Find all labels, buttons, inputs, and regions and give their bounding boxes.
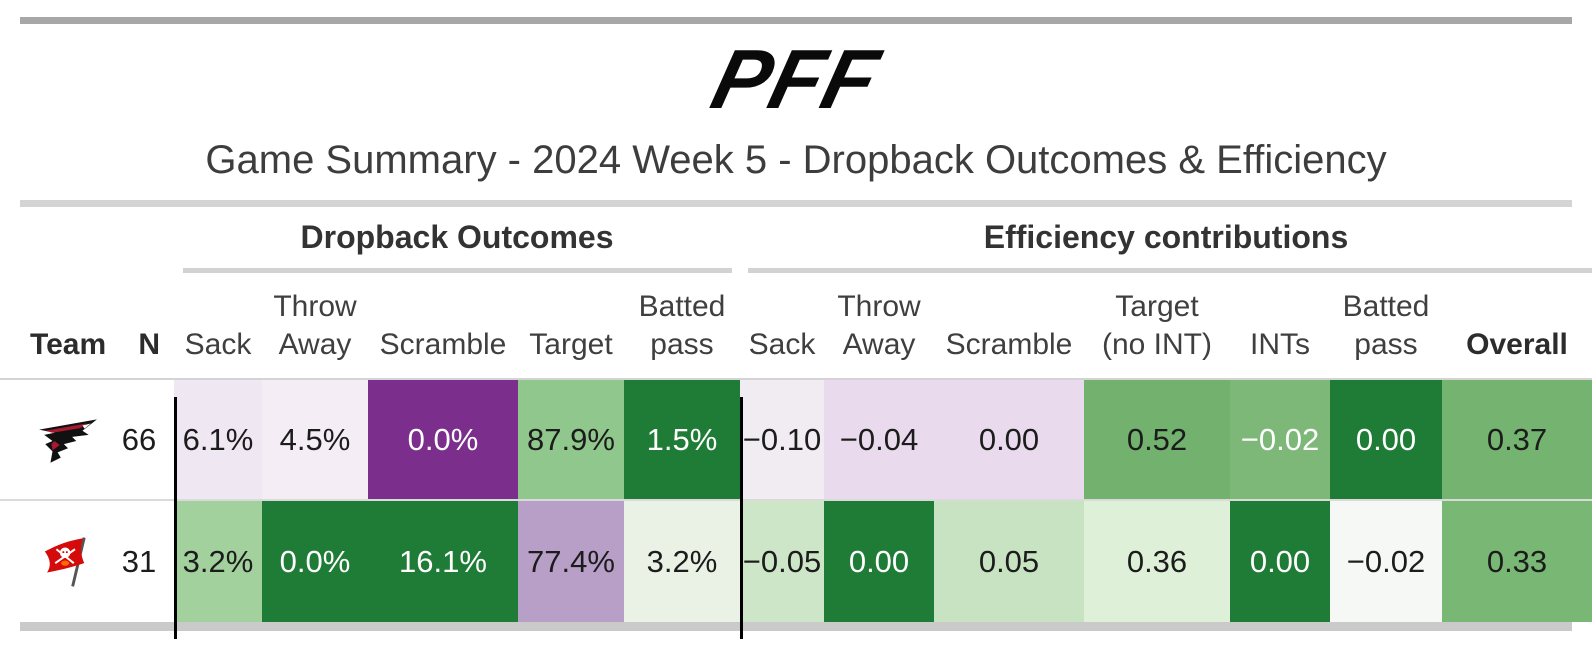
buccaneers-target-pct-cell: 77.4%: [518, 501, 624, 622]
buccaneers-eff-target-no-int-cell: 0.36: [1084, 501, 1230, 622]
section-divider-line-left: [174, 397, 177, 639]
col-header-eff-throw-away: Throw Away: [824, 273, 934, 380]
col-header-target-pct: Target: [518, 273, 624, 380]
falcons-eff-target-no-int-cell: 0.52: [1084, 380, 1230, 501]
falcons-team-cell: [0, 380, 118, 501]
buccaneers-logo-icon: [44, 536, 86, 587]
falcons-n-cell: 66: [118, 380, 174, 501]
falcons-target-pct-cell: 87.9%: [518, 380, 624, 501]
buccaneers-eff-batted-pass-cell: −0.02: [1330, 501, 1442, 622]
falcons-batted-pass-pct-cell: 1.5%: [624, 380, 740, 501]
table-header-row: Team N Sack Throw Away Scramble Target B…: [0, 273, 1592, 380]
group-dropback-outcomes: Dropback Outcomes: [174, 207, 740, 273]
buccaneers-overall-cell: 0.33: [1442, 501, 1592, 622]
falcons-eff-throw-away-cell: −0.04: [824, 380, 934, 501]
col-header-eff-batted-pass: Batted pass: [1330, 273, 1442, 380]
group-label-efficiency-contributions: Efficiency contributions: [983, 219, 1349, 255]
table-row-falcons: 66 6.1% 4.5% 0.0% 87.9% 1.5% −0.10 −0.04…: [0, 380, 1592, 501]
col-header-eff-target-no-int: Target (no INT): [1084, 273, 1230, 380]
title-divider: [20, 200, 1572, 207]
col-header-eff-scramble: Scramble: [934, 273, 1084, 380]
column-group-row: Dropback Outcomes Efficiency contributio…: [0, 207, 1592, 273]
buccaneers-sack-pct-cell: 3.2%: [174, 501, 262, 622]
col-header-eff-ints: INTs: [1230, 273, 1330, 380]
falcons-overall-cell: 0.37: [1442, 380, 1592, 501]
col-header-n: N: [118, 273, 174, 380]
buccaneers-n-cell: 31: [118, 501, 174, 622]
col-header-throw-away-pct: Throw Away: [262, 273, 368, 380]
buccaneers-eff-throw-away-cell: 0.00: [824, 501, 934, 622]
group-label-dropback-outcomes: Dropback Outcomes: [300, 219, 614, 255]
falcons-sack-pct-cell: 6.1%: [174, 380, 262, 501]
page-title: Game Summary - 2024 Week 5 - Dropback Ou…: [205, 138, 1387, 182]
spanner-spacer: [0, 207, 174, 273]
col-header-team: Team: [0, 273, 118, 380]
group-underline-left: [183, 268, 732, 273]
buccaneers-eff-sack-cell: −0.05: [740, 501, 824, 622]
top-divider-bar: [20, 17, 1572, 24]
col-header-overall: Overall: [1442, 273, 1592, 380]
pff-game-summary-graphic: PFF Game Summary - 2024 Week 5 - Dropbac…: [0, 17, 1592, 663]
falcons-eff-scramble-cell: 0.00: [934, 380, 1084, 501]
falcons-scramble-pct-cell: 0.0%: [368, 380, 518, 501]
group-underline-right: [748, 268, 1592, 273]
buccaneers-throw-away-pct-cell: 0.0%: [262, 501, 368, 622]
col-header-eff-sack: Sack: [740, 273, 824, 380]
buccaneers-batted-pass-pct-cell: 3.2%: [624, 501, 740, 622]
falcons-eff-ints-cell: −0.02: [1230, 380, 1330, 501]
section-divider-line-middle: [740, 397, 743, 639]
falcons-logo-icon: [39, 418, 97, 463]
table-row-buccaneers: 31 3.2% 0.0% 16.1% 77.4% 3.2% −0.05 0.00…: [0, 501, 1592, 622]
col-header-sack-pct: Sack: [174, 273, 262, 380]
group-efficiency-contributions: Efficiency contributions: [740, 207, 1592, 273]
pff-logo: PFF: [703, 32, 889, 126]
brand-header: PFF: [0, 32, 1592, 126]
buccaneers-team-cell: [0, 501, 118, 622]
col-header-batted-pass-pct: Batted pass: [624, 273, 740, 380]
falcons-eff-batted-pass-cell: 0.00: [1330, 380, 1442, 501]
buccaneers-scramble-pct-cell: 16.1%: [368, 501, 518, 622]
falcons-throw-away-pct-cell: 4.5%: [262, 380, 368, 501]
col-header-scramble-pct: Scramble: [368, 273, 518, 380]
bottom-divider-bar: [20, 622, 1572, 631]
falcons-eff-sack-cell: −0.10: [740, 380, 824, 501]
buccaneers-eff-ints-cell: 0.00: [1230, 501, 1330, 622]
buccaneers-eff-scramble-cell: 0.05: [934, 501, 1084, 622]
